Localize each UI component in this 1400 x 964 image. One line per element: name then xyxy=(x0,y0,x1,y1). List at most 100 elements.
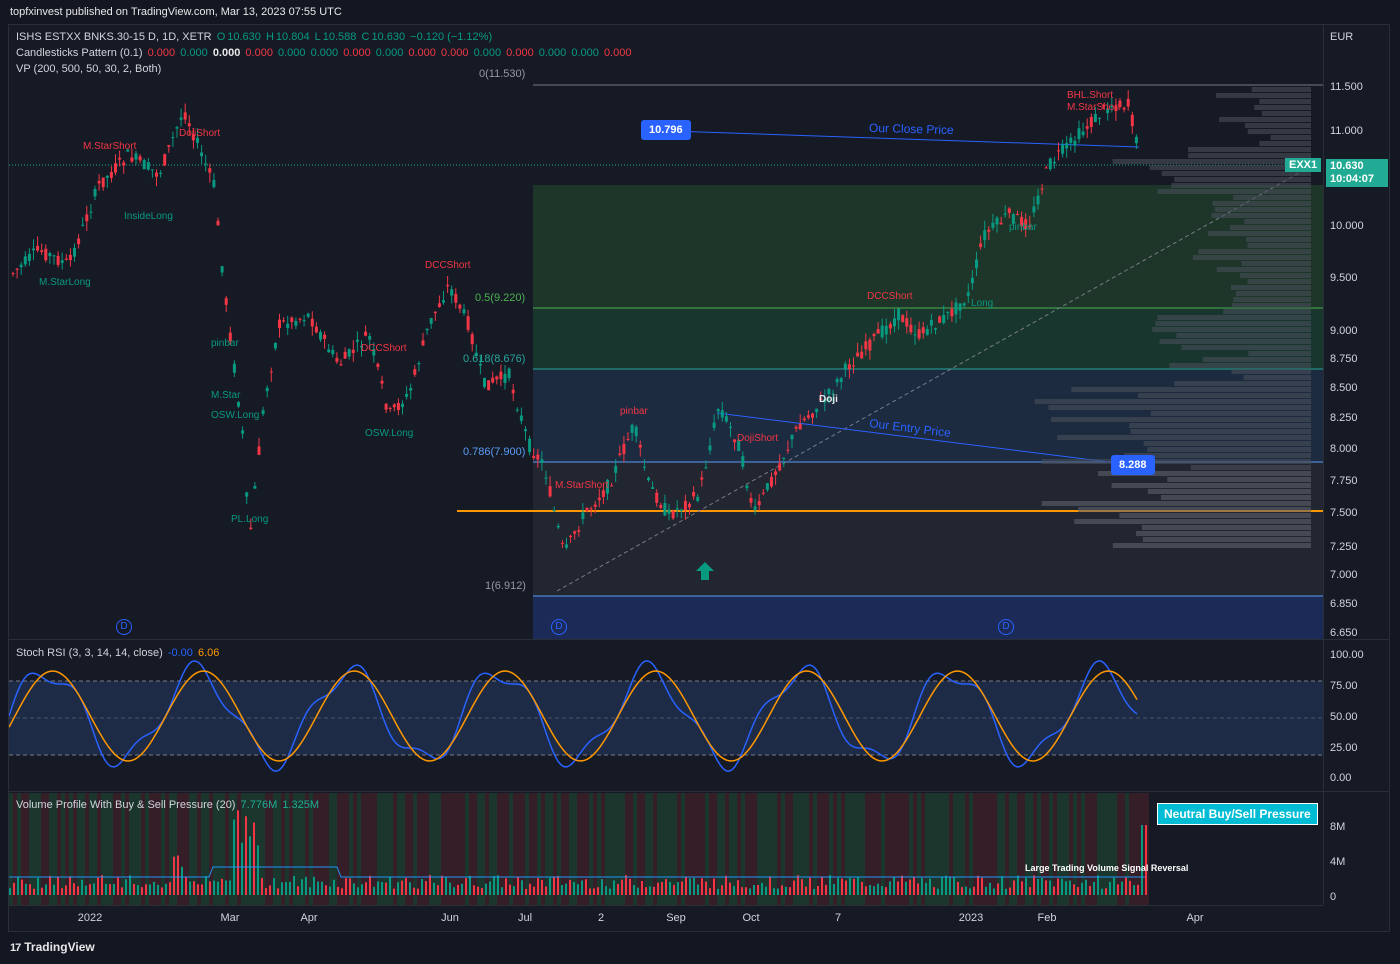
volume-profile-bar xyxy=(1233,195,1311,200)
volume-bar xyxy=(221,878,223,895)
volume-bar xyxy=(93,883,95,895)
candle-body xyxy=(487,380,491,391)
volume-bar xyxy=(1113,877,1115,895)
candle-body xyxy=(679,509,683,511)
volume-bar xyxy=(313,876,315,895)
volume-bar xyxy=(677,882,679,895)
candle-body xyxy=(462,309,466,314)
stoch-rsi-pane[interactable]: Stoch RSI (3, 3, 14, 14, close) -0.00 6.… xyxy=(9,641,1323,791)
volume-bar xyxy=(337,886,339,895)
candle-body xyxy=(384,403,388,410)
chart-container[interactable]: ISHS ESTXX BNKS.30-15 D, 1D, XETR O 10.63… xyxy=(8,24,1390,932)
pressure-background-cell xyxy=(129,793,133,905)
candle-body xyxy=(1065,142,1069,149)
close-price-callout[interactable]: 10.796 xyxy=(641,120,691,140)
volume-bar xyxy=(277,888,279,895)
candle-body xyxy=(1126,98,1130,107)
volume-profile-bar xyxy=(1167,477,1311,482)
volume-bar xyxy=(297,886,299,895)
volume-bar xyxy=(681,881,683,895)
volume-bar xyxy=(529,883,531,895)
candle-body xyxy=(208,168,212,173)
dividend-marker-icon[interactable]: D xyxy=(551,619,567,635)
candle-body xyxy=(339,364,343,366)
candle-body xyxy=(212,179,216,187)
candle-body xyxy=(175,127,179,129)
volume-bar xyxy=(961,887,963,895)
volume-bar xyxy=(477,886,479,895)
volume-profile-bar xyxy=(1231,303,1311,308)
price-tick: 9.500 xyxy=(1330,272,1358,284)
volume-pane[interactable]: Volume Profile With Buy & Sell Pressure … xyxy=(9,793,1323,905)
volume-value-2: 1.325M xyxy=(282,799,320,811)
volume-profile-bar xyxy=(1034,399,1311,404)
pressure-background-cell xyxy=(289,793,293,905)
candle-body xyxy=(667,509,671,514)
ohlc-c-label: C xyxy=(361,31,370,43)
pressure-background-cell xyxy=(769,793,773,905)
candle-body xyxy=(126,149,130,152)
close-price-annotation[interactable]: Our Close Price xyxy=(868,120,954,138)
time-axis[interactable]: 2022 Mar Apr Jun Jul 2 Sep Oct 7 2023 Fe… xyxy=(9,905,1323,931)
price-tick: 10.000 xyxy=(1330,220,1364,232)
volume-bar xyxy=(977,875,979,895)
candle-body xyxy=(409,388,413,391)
pressure-background-cell xyxy=(149,793,153,905)
volume-bar xyxy=(141,887,143,895)
stoch-rsi-canvas[interactable] xyxy=(9,641,1323,791)
volume-bar xyxy=(437,885,439,895)
price-tick: 11.000 xyxy=(1330,125,1363,137)
volume-title[interactable]: Volume Profile With Buy & Sell Pressure … xyxy=(16,799,236,811)
volume-bar xyxy=(641,880,643,895)
vp-indicator-title[interactable]: VP (200, 500, 50, 30, 2, Both) xyxy=(16,63,162,75)
candle-body xyxy=(306,313,310,317)
pressure-background-cell xyxy=(601,793,605,905)
up-arrow-icon xyxy=(696,562,714,580)
pressure-background-cell xyxy=(205,793,209,905)
dividend-marker-icon[interactable]: D xyxy=(116,619,132,635)
entry-price-callout[interactable]: 8.288 xyxy=(1111,455,1155,475)
stoch-title[interactable]: Stoch RSI (3, 3, 14, 14, close) xyxy=(16,647,163,659)
volume-bar xyxy=(505,878,507,895)
volume-profile-bar xyxy=(1169,363,1311,368)
volume-bar xyxy=(793,880,795,895)
pressure-background-cell xyxy=(269,793,273,905)
volume-ma-line xyxy=(9,866,1145,878)
volume-bar xyxy=(173,856,175,895)
candle-body xyxy=(150,169,154,171)
candle-body xyxy=(286,323,290,328)
pressure-background-cell xyxy=(97,793,101,905)
pressure-background-cell xyxy=(381,793,385,905)
pressure-background-cell xyxy=(421,793,425,905)
pattern-indicator-title[interactable]: Candlesticks Pattern (0.1) xyxy=(16,47,143,59)
pressure-background-cell xyxy=(437,793,441,905)
candle-body xyxy=(823,399,827,403)
candle-body xyxy=(843,363,847,369)
candle-body xyxy=(1032,206,1036,213)
volume-bar xyxy=(965,886,967,895)
volume-profile-bar xyxy=(1247,243,1311,248)
candle-body xyxy=(1048,158,1052,170)
dividend-marker-icon[interactable]: D xyxy=(998,619,1014,635)
fib-zone-base xyxy=(533,596,1323,639)
price-axis[interactable]: EUR 11.500 11.000 10.000 9.500 9.000 8.7… xyxy=(1323,25,1389,905)
pressure-background-cell xyxy=(297,793,301,905)
volume-bar xyxy=(497,875,499,895)
symbol-title[interactable]: ISHS ESTXX BNKS.30-15 D, 1D, XETR xyxy=(16,31,212,43)
tradingview-logo[interactable]: 17 TradingView xyxy=(10,940,95,954)
candle-body xyxy=(347,349,351,357)
ohlc-change: −0.120 (−1.12%) xyxy=(410,31,493,43)
volume-bar xyxy=(781,885,783,895)
candle-body xyxy=(569,535,573,538)
volume-bar xyxy=(37,877,39,895)
main-chart-canvas[interactable] xyxy=(9,25,1323,639)
volume-canvas[interactable] xyxy=(9,793,1323,905)
pressure-background-cell xyxy=(397,793,401,905)
candle-body xyxy=(1118,100,1122,108)
pressure-background-cell xyxy=(665,793,669,905)
volume-profile-bar xyxy=(1248,351,1311,356)
main-price-pane[interactable]: ISHS ESTXX BNKS.30-15 D, 1D, XETR O 10.63… xyxy=(9,25,1323,639)
volume-profile-bar xyxy=(1223,309,1311,314)
volume-bar xyxy=(81,879,83,895)
volume-profile-bar xyxy=(1074,519,1311,524)
